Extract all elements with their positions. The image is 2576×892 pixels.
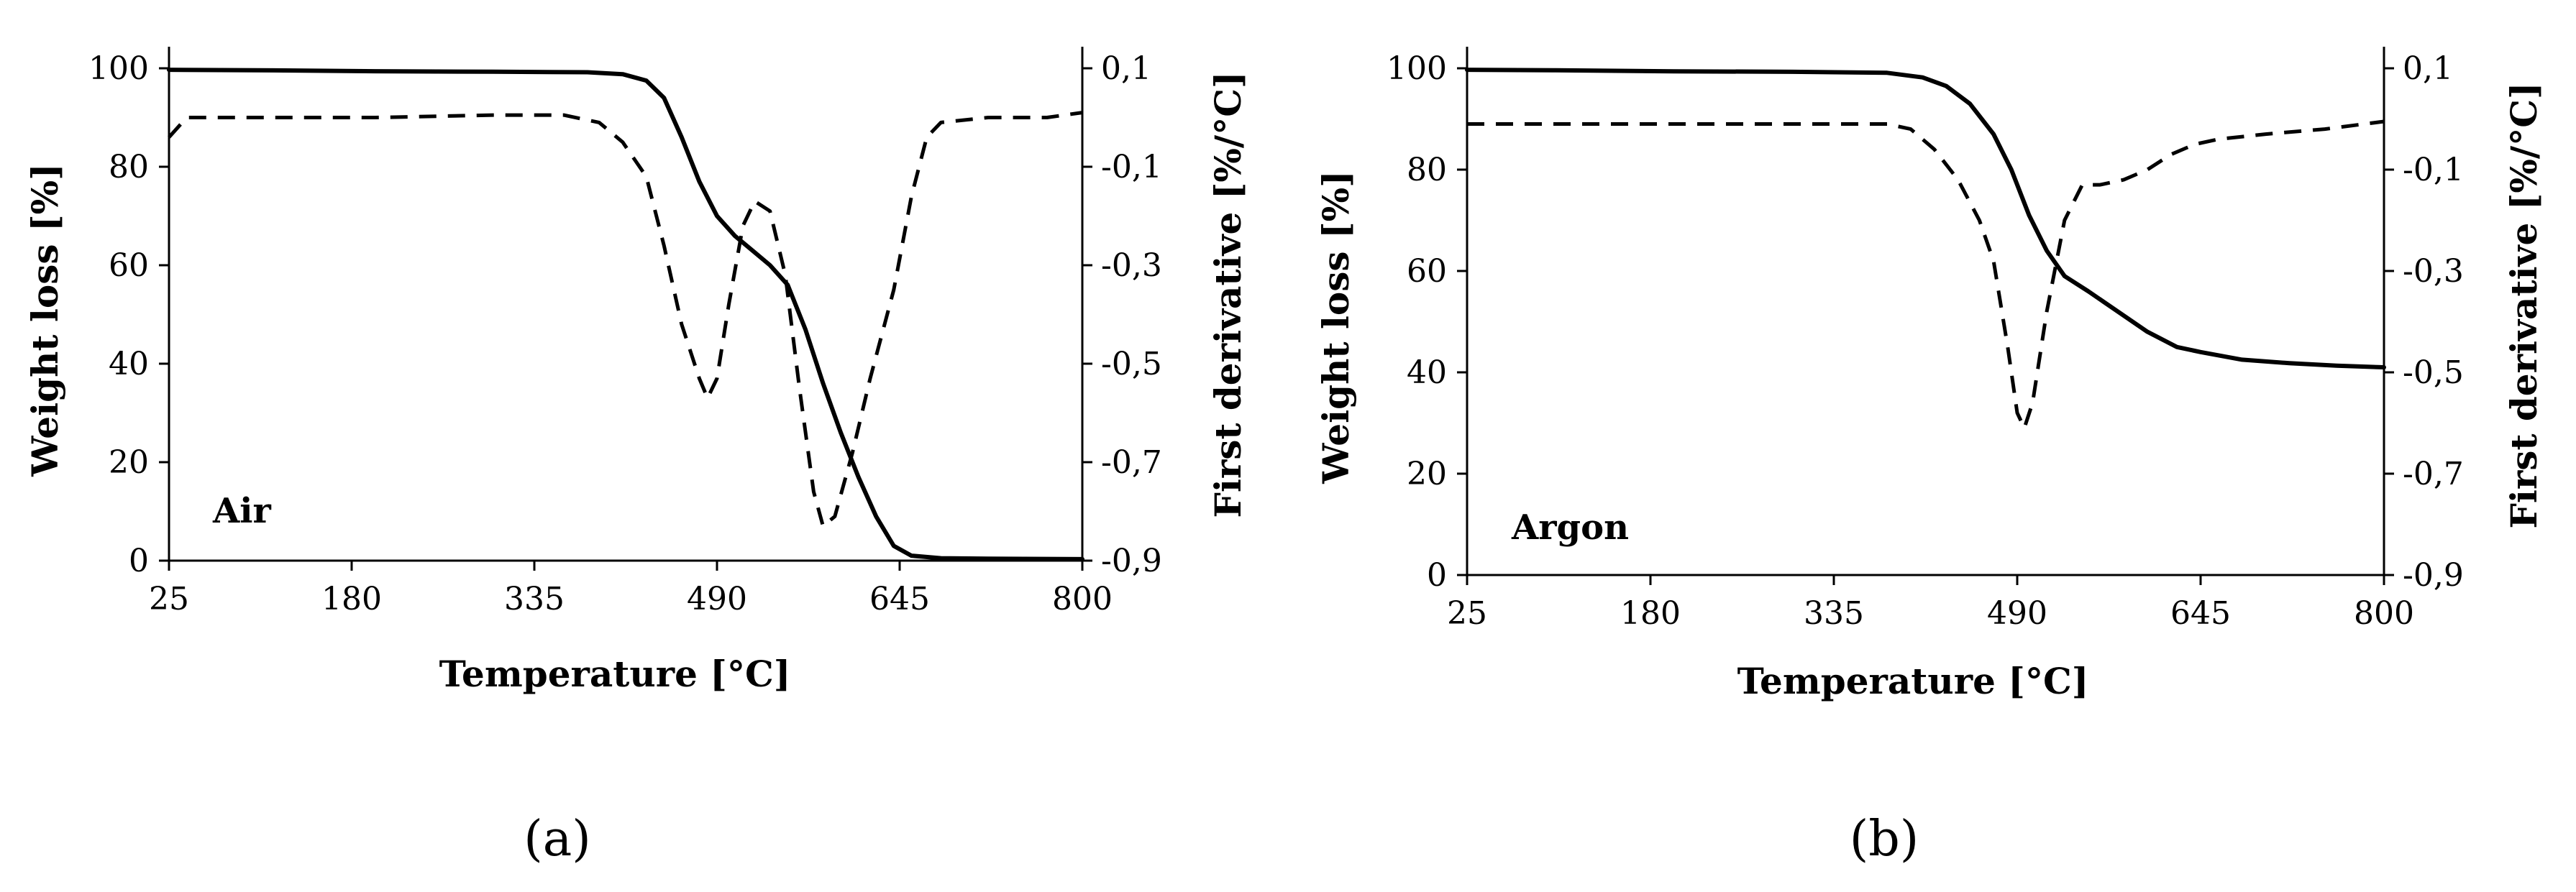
y2-tick-label: 0,1	[1101, 50, 1151, 87]
axis-title-y-right: First derivative [%/°C]	[1207, 71, 1249, 518]
panel-label: (b)	[1850, 811, 1919, 868]
y2-tick-label: -0,5	[2403, 354, 2464, 391]
y-tick-label: 0	[129, 543, 149, 579]
x-tick-label: 25	[1447, 595, 1487, 632]
y-tick-label: 80	[1407, 152, 1447, 188]
y2-tick-label: -0,3	[1101, 247, 1162, 284]
x-tick-label: 490	[687, 581, 747, 617]
panel-a: Weight loss [%] First derivative [%/°C] …	[24, 47, 1249, 868]
x-tick-label: 645	[869, 581, 930, 617]
y2-tick-label: -0,1	[2403, 152, 2464, 188]
x-tick-label: 335	[1804, 595, 1864, 632]
axis-title-y-left: Weight loss [%]	[1315, 170, 1357, 484]
y2-tick-label: -0,1	[1101, 149, 1162, 185]
y2-tick-label: -0,7	[1101, 444, 1162, 481]
y2-tick-label: -0,9	[1101, 543, 1162, 579]
y-tick-label: 20	[109, 444, 149, 481]
series-line-weight-loss	[1465, 68, 2386, 369]
panel-annotation: Air	[212, 491, 271, 531]
x-tick-label: 180	[321, 581, 382, 617]
panel-label: (a)	[524, 811, 591, 868]
axis-title-x: Temperature [°C]	[1737, 660, 2089, 702]
x-tick-label: 800	[2354, 595, 2414, 632]
x-tick-label: 335	[504, 581, 565, 617]
x-tick-label: 25	[149, 581, 189, 617]
axis-title-y-left: Weight loss [%]	[24, 163, 66, 477]
y-tick-label: 100	[88, 50, 149, 87]
series-line-derivative	[168, 111, 1083, 528]
y2-tick-label: -0,3	[2403, 253, 2464, 290]
y-tick-label: 0	[1427, 557, 1447, 594]
series-line-derivative	[1467, 119, 2385, 430]
y2-tick-label: 0,1	[2403, 50, 2453, 87]
panel-b: Weight loss [%] First derivative [%/°C] …	[1315, 47, 2545, 868]
y-tick-label: 60	[1407, 253, 1447, 290]
x-tick-label: 645	[2170, 595, 2231, 632]
y-tick-label: 40	[1407, 354, 1447, 391]
axis-title-y-right: First derivative [%/°C]	[2503, 82, 2545, 528]
y-tick-label: 80	[109, 149, 149, 185]
axis-title-x: Temperature [°C]	[439, 653, 791, 695]
y-tick-label: 60	[109, 247, 149, 284]
y-tick-label: 100	[1387, 50, 1447, 87]
y2-tick-label: -0,9	[2403, 557, 2464, 594]
series-line-weight-loss	[167, 68, 1084, 561]
x-tick-label: 180	[1620, 595, 1681, 632]
x-tick-label: 800	[1052, 581, 1113, 617]
y-tick-label: 40	[109, 346, 149, 382]
x-tick-label: 490	[1987, 595, 2047, 632]
y2-tick-label: -0,5	[1101, 346, 1162, 382]
y2-tick-label: -0,7	[2403, 456, 2464, 492]
panel-annotation: Argon	[1511, 507, 1629, 548]
y-tick-label: 20	[1407, 456, 1447, 492]
